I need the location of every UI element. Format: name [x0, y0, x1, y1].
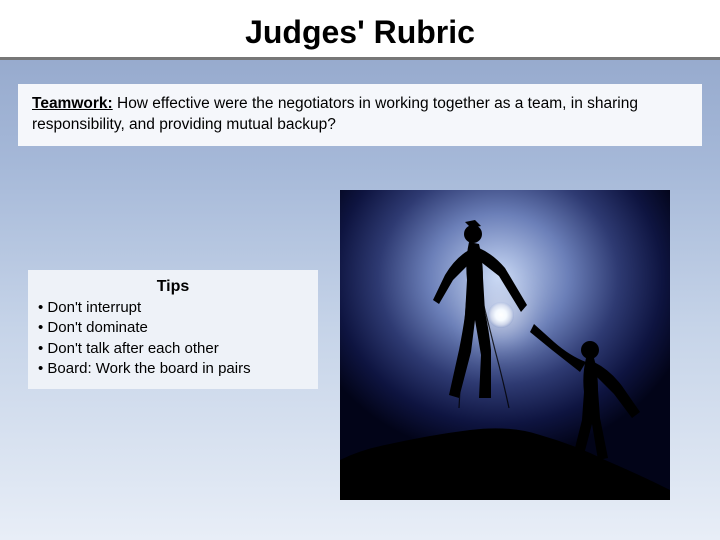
tips-heading: Tips: [38, 278, 308, 296]
description-box: Teamwork: How effective were the negotia…: [18, 84, 702, 146]
list-item: Don't talk after each other: [38, 339, 308, 359]
title-bar: Judges' Rubric: [0, 0, 720, 60]
page-title: Judges' Rubric: [0, 14, 720, 51]
description-text: How effective were the negotiators in wo…: [32, 95, 638, 133]
description-label: Teamwork:: [32, 95, 113, 112]
climber-top-icon: [425, 220, 535, 410]
list-item: Don't interrupt: [38, 298, 308, 318]
list-item: Board: Work the board in pairs: [38, 359, 308, 379]
list-item: Don't dominate: [38, 318, 308, 338]
climber-bottom-icon: [530, 320, 650, 470]
tips-list: Don't interrupt Don't dominate Don't tal…: [38, 298, 308, 379]
climbers-image: [340, 190, 670, 500]
tips-box: Tips Don't interrupt Don't dominate Don'…: [28, 270, 318, 389]
